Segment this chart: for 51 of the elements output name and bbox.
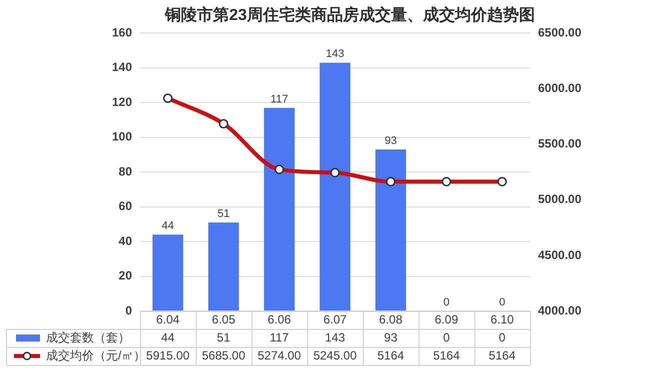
x-tick-label: 6.09 xyxy=(434,312,458,326)
text: 0 xyxy=(499,296,506,309)
text: 93 xyxy=(384,135,397,148)
data-label: 5274.00 xyxy=(258,348,302,362)
text: 0 xyxy=(443,296,450,309)
data-label: 5915.00 xyxy=(146,348,190,362)
x-tick-label: 6.08 xyxy=(379,312,403,326)
y-tick-label: 100 xyxy=(112,130,132,144)
bar xyxy=(320,62,350,310)
y-tick-label: 0 xyxy=(125,303,132,318)
data-label: 51 xyxy=(216,330,231,344)
data-label: 117 xyxy=(270,330,290,344)
data-label: 44 xyxy=(161,330,175,344)
y2-tick-label: 4500.00 xyxy=(538,248,582,262)
legend-label: 成交均价（元/㎡） xyxy=(46,348,146,362)
y-tick-label: 60 xyxy=(118,199,132,214)
y-tick-label: 160 xyxy=(112,26,132,40)
data-label: 143 xyxy=(324,330,346,344)
y-tick-label: 80 xyxy=(118,164,132,178)
chart-title: 铜陵市第23周住宅类商品房成交量、成交均价趋势图 xyxy=(164,5,535,24)
y-tick-label: 120 xyxy=(112,94,132,109)
data-label: 5164 xyxy=(433,348,460,362)
bar xyxy=(152,234,184,310)
y2-tick-label: 4000.00 xyxy=(538,303,582,318)
data-label: 5164 xyxy=(488,348,516,362)
data-label: 93 xyxy=(384,330,398,344)
text: 117 xyxy=(270,93,288,106)
data-label: 5164 xyxy=(377,348,404,362)
text: 51 xyxy=(217,208,230,220)
x-tick-label: 6.05 xyxy=(212,312,236,326)
x-tick-label: 6.10 xyxy=(490,312,514,326)
data-label: 5245.00 xyxy=(313,348,358,362)
text: 44 xyxy=(162,220,174,232)
bar xyxy=(208,222,239,310)
y2-tick-label: 5500.00 xyxy=(538,136,582,151)
x-tick-label: 6.04 xyxy=(156,312,180,326)
x-tick-label: 6.07 xyxy=(323,312,347,326)
data-label: 5685.00 xyxy=(202,348,246,362)
text: 143 xyxy=(326,48,344,60)
y-tick-label: 20 xyxy=(118,268,132,283)
bar xyxy=(264,108,295,310)
data-label: 0 xyxy=(443,330,450,344)
data-label: 0 xyxy=(498,330,506,344)
y-tick-label: 140 xyxy=(112,60,132,74)
y2-tick-label: 6500.00 xyxy=(538,26,582,40)
x-tick-label: 6.06 xyxy=(268,312,292,326)
bar xyxy=(375,150,406,310)
y2-tick-label: 5000.00 xyxy=(538,192,582,206)
y-tick-label: 40 xyxy=(118,234,132,248)
legend-label: 成交套数（套） xyxy=(46,330,130,344)
y2-tick-label: 6000.00 xyxy=(538,81,582,96)
